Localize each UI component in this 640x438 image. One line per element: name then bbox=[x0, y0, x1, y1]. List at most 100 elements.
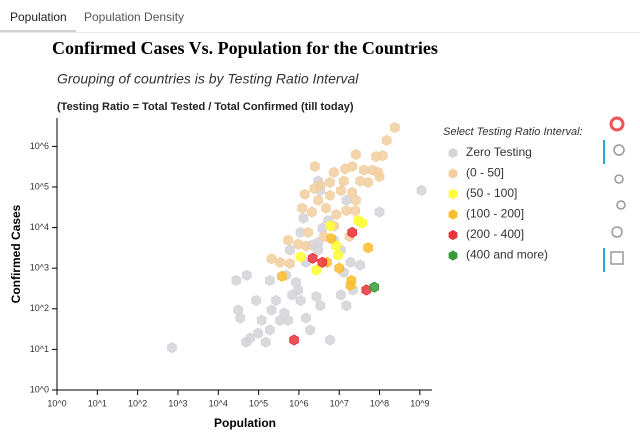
x-tick-label: 10^2 bbox=[128, 398, 147, 408]
zoom-in-tool[interactable] bbox=[614, 174, 624, 184]
point bbox=[329, 166, 339, 178]
point bbox=[311, 291, 322, 303]
point bbox=[235, 312, 245, 324]
tab-underline bbox=[0, 30, 76, 32]
point bbox=[326, 232, 336, 245]
y-tick-label: 10^3 bbox=[30, 263, 49, 273]
point bbox=[265, 274, 275, 286]
point bbox=[359, 164, 369, 176]
point bbox=[289, 334, 299, 346]
point bbox=[325, 189, 335, 201]
point bbox=[301, 240, 311, 252]
point bbox=[381, 134, 392, 146]
point bbox=[277, 270, 287, 282]
point bbox=[251, 294, 261, 307]
point bbox=[390, 122, 400, 134]
point bbox=[313, 194, 323, 206]
box-zoom-tool[interactable] bbox=[613, 144, 625, 156]
point bbox=[347, 226, 357, 238]
x-tick-label: 10^9 bbox=[410, 398, 429, 408]
legend-label: (0 - 50] bbox=[466, 166, 504, 180]
tool-active bbox=[603, 248, 605, 272]
legend-marker bbox=[448, 188, 458, 200]
point bbox=[315, 300, 326, 312]
point bbox=[283, 314, 293, 326]
point bbox=[347, 160, 357, 173]
y-tick-label: 10^2 bbox=[30, 303, 49, 313]
tool-active bbox=[603, 140, 605, 164]
y-tick-label: 10^5 bbox=[30, 181, 49, 191]
x-axis-label: Population bbox=[214, 416, 276, 430]
point bbox=[271, 294, 281, 307]
point bbox=[275, 256, 285, 268]
point bbox=[300, 188, 310, 200]
chart-subtitle: Grouping of countries is by Testing Rati… bbox=[57, 71, 359, 87]
point bbox=[313, 244, 323, 256]
point bbox=[253, 327, 263, 339]
y-axis-label: Confirmed Cases bbox=[9, 204, 23, 303]
point bbox=[309, 182, 320, 195]
point bbox=[266, 304, 277, 316]
legend-label: (50 - 100] bbox=[466, 186, 517, 200]
point bbox=[331, 208, 341, 221]
point bbox=[311, 264, 322, 276]
point bbox=[367, 164, 378, 176]
point bbox=[321, 202, 331, 214]
point bbox=[305, 324, 315, 336]
toolbar bbox=[603, 116, 626, 272]
reset-tool[interactable] bbox=[611, 226, 623, 238]
point bbox=[298, 212, 309, 224]
y-tick-label: 10^6 bbox=[30, 141, 49, 151]
point bbox=[341, 205, 352, 217]
point bbox=[325, 220, 335, 232]
point bbox=[317, 256, 328, 268]
x-tick-label: 10^5 bbox=[249, 398, 268, 408]
tab[interactable]: Population Density bbox=[84, 10, 185, 24]
point bbox=[416, 184, 427, 197]
point bbox=[374, 206, 385, 218]
point bbox=[355, 175, 365, 187]
point bbox=[307, 206, 317, 218]
point bbox=[377, 150, 388, 162]
point bbox=[357, 217, 367, 229]
point bbox=[345, 279, 356, 291]
point bbox=[341, 300, 352, 312]
chart-title: Confirmed Cases Vs. Population for the C… bbox=[52, 38, 438, 58]
point bbox=[266, 253, 277, 265]
x-tick-label: 10^6 bbox=[289, 398, 308, 408]
point bbox=[339, 175, 349, 187]
x-tick-label: 10^7 bbox=[330, 398, 349, 408]
point bbox=[350, 205, 361, 217]
point bbox=[167, 342, 177, 354]
point bbox=[319, 231, 329, 243]
point bbox=[293, 238, 303, 250]
legend-marker bbox=[448, 147, 458, 159]
hover-tool[interactable] bbox=[610, 251, 624, 265]
legend-title: Select Testing Ratio Interval: bbox=[443, 126, 583, 138]
point bbox=[303, 226, 313, 238]
x-tick-label: 10^3 bbox=[168, 398, 187, 408]
point bbox=[295, 294, 306, 307]
x-tick-label: 10^8 bbox=[370, 398, 389, 408]
zoom-out-tool[interactable] bbox=[616, 200, 626, 210]
point bbox=[325, 176, 335, 188]
point bbox=[363, 176, 373, 188]
point bbox=[260, 336, 271, 348]
point bbox=[336, 289, 346, 301]
legend-label: Zero Testing bbox=[466, 145, 532, 159]
point bbox=[345, 256, 356, 268]
point bbox=[361, 284, 372, 296]
legend-marker bbox=[448, 168, 458, 179]
point bbox=[341, 194, 352, 206]
legend-marker bbox=[448, 209, 458, 220]
tab[interactable]: Population bbox=[10, 10, 67, 24]
point bbox=[334, 262, 345, 274]
point bbox=[265, 324, 275, 336]
point bbox=[285, 244, 295, 256]
y-tick-label: 10^1 bbox=[30, 344, 49, 354]
bokeh-logo[interactable] bbox=[609, 116, 625, 132]
point bbox=[297, 202, 307, 214]
legend-label: (400 and more) bbox=[466, 248, 548, 262]
